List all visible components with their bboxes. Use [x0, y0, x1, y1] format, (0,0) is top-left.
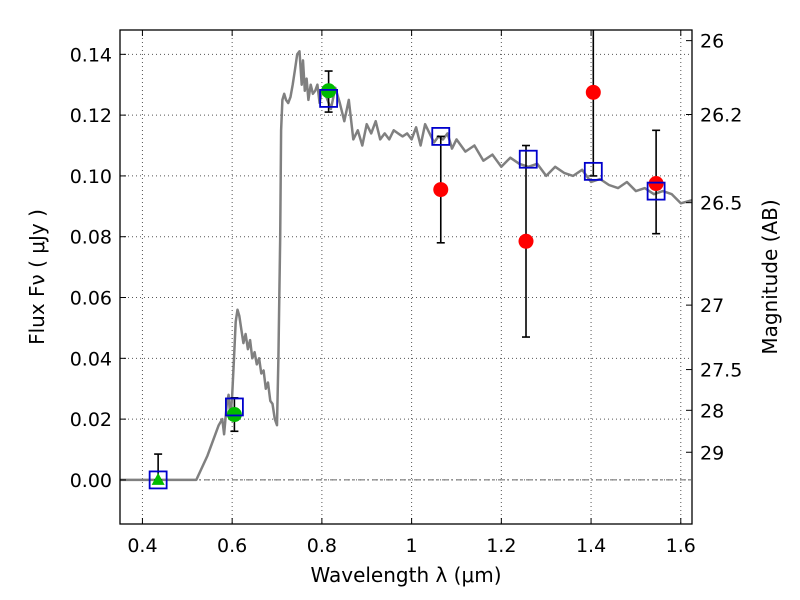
plot-frame: [119, 29, 693, 525]
data-point: [585, 84, 601, 100]
y-tick-label: 0.10: [70, 166, 112, 188]
x-tick-label: 0.6: [217, 535, 247, 557]
right-axis-label: Magnitude (AB): [758, 199, 782, 354]
grid: [120, 30, 692, 524]
y-tick-label: 0.02: [70, 409, 112, 431]
y-tick-label: 0.08: [70, 227, 112, 249]
y-axis-label: Flux Fν ( μJy ): [25, 209, 49, 345]
model-point: [431, 127, 451, 146]
axis-ticks: 0.4 0.6 0.8 1 1.2 1.4 1.6 0.00 0.02 0.04 0.06 0.08 0…: [70, 30, 742, 557]
model-point: [148, 470, 168, 490]
data-point: [321, 83, 337, 99]
y-tick-label: 0.14: [70, 44, 112, 66]
right-tick-label: 29: [700, 442, 724, 464]
model-spectrum-line: [120, 50, 693, 482]
data-point: [433, 182, 449, 198]
y-tick-label: 0.06: [70, 288, 112, 310]
right-tick-label: 26.5: [700, 193, 742, 215]
right-tick-label: 26.2: [700, 105, 742, 127]
model-point: [646, 181, 666, 201]
data-point: [648, 176, 664, 192]
y-tick-label: 0.04: [70, 348, 112, 370]
right-tick-label: 27: [700, 295, 724, 317]
model-point: [583, 161, 603, 181]
upper-limit-point: [151, 472, 165, 485]
x-tick-label: 1: [406, 535, 418, 557]
right-tick-label: 28: [700, 400, 724, 422]
model-point: [319, 89, 339, 108]
x-tick-label: 1.6: [666, 535, 696, 557]
x-tick-label: 1.4: [576, 535, 606, 557]
data-points: [148, 30, 666, 490]
x-tick-label: 1.2: [486, 535, 516, 557]
right-tick-label: 27.5: [700, 360, 742, 382]
model-point: [224, 397, 244, 417]
x-tick-label: 0.4: [127, 535, 157, 557]
y-tick-label: 0.00: [70, 470, 112, 492]
model-point: [518, 149, 538, 169]
right-tick-label: 26: [700, 31, 724, 53]
x-axis-label: Wavelength λ (μm): [310, 563, 501, 587]
data-point: [518, 233, 534, 249]
x-tick-label: 0.8: [307, 535, 337, 557]
y-tick-label: 0.12: [70, 105, 112, 127]
